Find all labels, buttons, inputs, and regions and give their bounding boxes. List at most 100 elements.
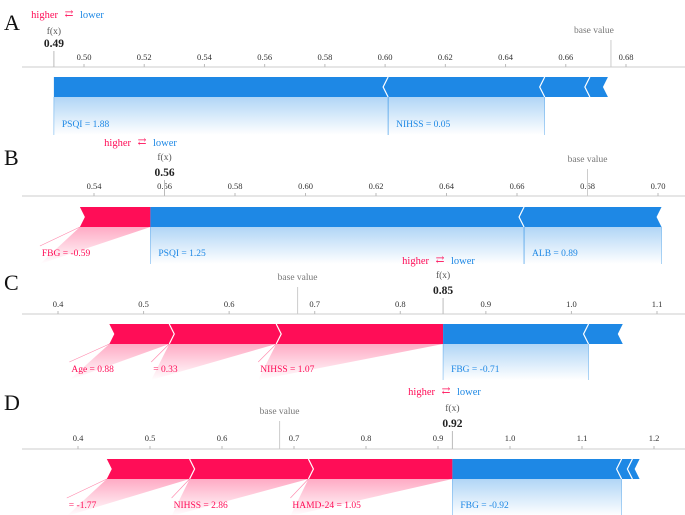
negative-feature-label: ALB = 0.89 <box>532 249 578 259</box>
tick-label: 0.9 <box>481 299 492 309</box>
segment-separator <box>307 458 315 480</box>
legend-higher: higher <box>31 10 58 21</box>
tick-label: 0.54 <box>87 181 103 191</box>
negative-feature-label: PSQI = 1.25 <box>158 249 206 259</box>
negative-feature-label: FBG = -0.71 <box>451 365 500 375</box>
negative-bar <box>150 207 525 227</box>
segment-separator <box>626 458 633 480</box>
negative-bar <box>584 77 608 97</box>
negative-bar <box>539 77 590 97</box>
negative-bar <box>53 77 389 97</box>
panel-letter: B <box>4 145 19 170</box>
positive-label-fan <box>172 479 309 515</box>
tick-label: 0.60 <box>378 52 393 62</box>
positive-feature-label: NIHSS = 2.86 <box>174 501 228 511</box>
tick-label: 0.56 <box>257 52 272 62</box>
legend-lower: lower <box>80 10 104 21</box>
positive-label-guide <box>151 343 170 363</box>
segment-separator <box>539 76 546 98</box>
legend-arrow-icon: ⇄ <box>138 137 147 148</box>
segment-separator <box>584 76 591 98</box>
tick-label: 1.0 <box>566 299 577 309</box>
negative-feature-label: FBG = -0.92 <box>460 501 509 511</box>
negative-label-fan <box>388 97 545 135</box>
panel-letter: A <box>4 10 20 35</box>
negative-bar <box>452 459 622 479</box>
tick-label: 0.58 <box>228 181 243 191</box>
tick-label: 0.62 <box>438 52 453 62</box>
positive-bar <box>308 459 453 479</box>
fx-value: 0.56 <box>154 167 174 179</box>
fx-value: 0.92 <box>442 418 462 430</box>
tick-label: 0.52 <box>137 52 152 62</box>
negative-bar <box>443 324 589 344</box>
positive-feature-label: = -1.77 <box>69 501 97 511</box>
legend-higher: higher <box>104 138 131 149</box>
tick-label: 0.4 <box>73 433 84 443</box>
legend-higher: higher <box>402 256 429 267</box>
fx-label: f(x) <box>445 403 459 414</box>
tick-label: 0.58 <box>317 52 332 62</box>
tick-label: 0.60 <box>298 181 313 191</box>
positive-label-guide <box>66 478 107 499</box>
legend-lower: lower <box>451 256 475 267</box>
positive-label-guide <box>39 226 81 247</box>
positive-bar <box>109 324 175 344</box>
segment-separator <box>582 323 590 345</box>
negative-label-fan <box>452 479 622 515</box>
legend-arrow-icon: ⇄ <box>436 255 445 266</box>
positive-label-fan <box>290 479 453 515</box>
tick-label: 0.66 <box>510 181 525 191</box>
positive-label-guide <box>290 478 309 499</box>
negative-bar <box>583 324 623 344</box>
tick-label: 0.70 <box>651 181 666 191</box>
positive-label-fan <box>258 344 444 380</box>
legend-lower: lower <box>457 387 481 398</box>
fx-value: 0.85 <box>433 285 453 297</box>
base-value-label: base value <box>260 407 300 417</box>
positive-feature-label: FBG = -0.59 <box>42 249 91 259</box>
tick-label: 0.62 <box>369 181 384 191</box>
tick-label: 0.8 <box>395 299 406 309</box>
positive-label-fan <box>151 344 277 380</box>
tick-label: 0.50 <box>77 52 92 62</box>
legend-arrow-icon: ⇄ <box>442 386 451 397</box>
legend-lower: lower <box>153 138 177 149</box>
fx-label: f(x) <box>436 270 450 281</box>
tick-label: 1.2 <box>649 433 660 443</box>
positive-bar <box>169 324 282 344</box>
negative-label-fan <box>53 97 389 135</box>
segment-separator <box>275 323 282 345</box>
panel-letter: C <box>4 270 19 295</box>
segment-separator <box>615 458 623 480</box>
negative-label-fan <box>150 227 525 264</box>
tick-label: 0.68 <box>619 52 634 62</box>
positive-feature-label: Age = 0.88 <box>71 365 114 375</box>
tick-label: 1.1 <box>652 299 663 309</box>
negative-feature-label: NIHSS = 0.05 <box>396 120 450 130</box>
positive-feature-label: HAMD-24 = 1.05 <box>292 501 361 511</box>
legend-higher: higher <box>408 387 435 398</box>
positive-feature-label: NIHSS = 1.07 <box>260 365 314 375</box>
positive-label-fan <box>39 227 151 264</box>
positive-label-guide <box>257 343 277 363</box>
positive-label-guide <box>69 343 110 363</box>
tick-label: 0.7 <box>289 433 300 443</box>
tick-label: 0.64 <box>498 52 514 62</box>
positive-bar <box>106 459 195 479</box>
positive-bar <box>79 207 151 227</box>
tick-label: 0.8 <box>361 433 372 443</box>
segment-separator <box>189 458 196 480</box>
negative-label-fan <box>524 227 662 264</box>
negative-feature-label: PSQI = 1.88 <box>62 120 110 130</box>
tick-label: 1.1 <box>577 433 588 443</box>
legend-arrow-icon: ⇄ <box>65 9 74 20</box>
tick-label: 1.0 <box>505 433 516 443</box>
segment-separator <box>168 323 175 345</box>
positive-label-fan <box>69 344 170 380</box>
